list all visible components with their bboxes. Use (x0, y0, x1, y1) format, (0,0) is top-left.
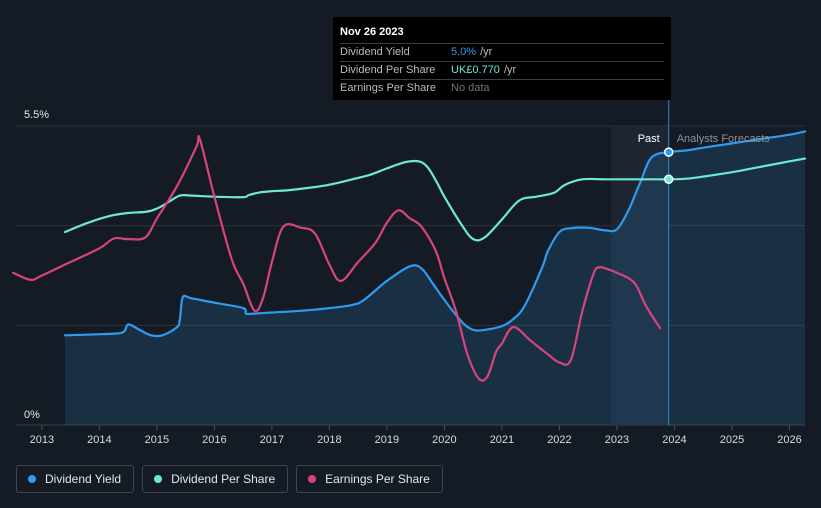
tooltip-row-dividend-yield: Dividend Yield 5.0% /yr (340, 43, 664, 61)
series-lines (12, 130, 807, 382)
series-fill (64, 131, 805, 425)
chart-area: 2013 2014 2015 2016 2017 2018 2019 2020 2021 2022… (12, 100, 807, 446)
x-tick-label: 2024 (662, 434, 686, 446)
x-tick-label: 2016 (202, 434, 226, 446)
tooltip-row-earnings-per-share: Earnings Per Share No data (340, 79, 664, 97)
series-line-dividend-per-share (63, 157, 807, 242)
legend: Dividend Yield Dividend Per Share Earnin… (16, 465, 443, 493)
tooltip-row-dividend-per-share: Dividend Per Share UK£0.770 /yr (340, 61, 664, 79)
x-tick-label: 2025 (720, 434, 744, 446)
x-tick-label: 2018 (317, 434, 341, 446)
tooltip-date: Nov 26 2023 (340, 26, 404, 38)
legend-item-earnings-per-share[interactable]: Earnings Per Share (296, 465, 443, 493)
hover-markers (663, 147, 674, 185)
tooltip-value: 5.0% (451, 46, 477, 58)
legend-label: Earnings Per Share (325, 472, 430, 486)
legend-label: Dividend Yield (45, 472, 122, 486)
x-tick-label: 2019 (375, 434, 399, 446)
x-tick-label: 2020 (432, 434, 456, 446)
tooltip-label: Dividend Per Share (340, 64, 436, 76)
legend-dot-icon (154, 475, 163, 483)
tooltip-label: Earnings Per Share (340, 82, 436, 94)
x-axis: 2013 2014 2015 2016 2017 2018 2019 2020 2021 2022… (30, 425, 802, 446)
x-tick-label: 2014 (87, 434, 111, 446)
marker-dividend-per-share (663, 174, 674, 185)
y-axis-top-label: 5.5% (24, 109, 49, 121)
x-tick-label: 2023 (605, 434, 629, 446)
tooltip-value: UK£0.770 (451, 64, 500, 76)
legend-dot-icon (28, 475, 36, 483)
legend-dot-icon (308, 475, 317, 483)
tooltip-unit: /yr (480, 46, 493, 58)
legend-item-dividend-yield[interactable]: Dividend Yield (16, 465, 135, 493)
x-tick-label: 2026 (777, 434, 801, 446)
tooltip: Nov 26 2023 Dividend Yield 5.0% /yr Divi… (333, 17, 671, 100)
x-tick-label: 2021 (490, 434, 514, 446)
grid (16, 125, 805, 426)
tooltip-label: Dividend Yield (340, 46, 410, 58)
tooltip-unit: /yr (503, 64, 517, 76)
series-area-dividend-yield (64, 131, 805, 425)
past-label: Past (638, 133, 660, 145)
series-line-earnings-per-share (12, 135, 662, 382)
legend-item-dividend-per-share[interactable]: Dividend Per Share (142, 465, 289, 493)
x-tick-label: 2015 (145, 434, 169, 446)
marker-dividend-yield (663, 147, 674, 157)
forecast-label: Analysts Forecasts (677, 133, 770, 145)
y-axis-bottom-label: 0% (24, 409, 40, 421)
tooltip-no-data: No data (451, 82, 490, 94)
x-tick-label: 2017 (260, 434, 284, 446)
x-tick-label: 2013 (30, 434, 54, 446)
legend-label: Dividend Per Share (171, 472, 276, 486)
series-line-dividend-yield (63, 130, 807, 338)
x-tick-label: 2022 (547, 434, 571, 446)
